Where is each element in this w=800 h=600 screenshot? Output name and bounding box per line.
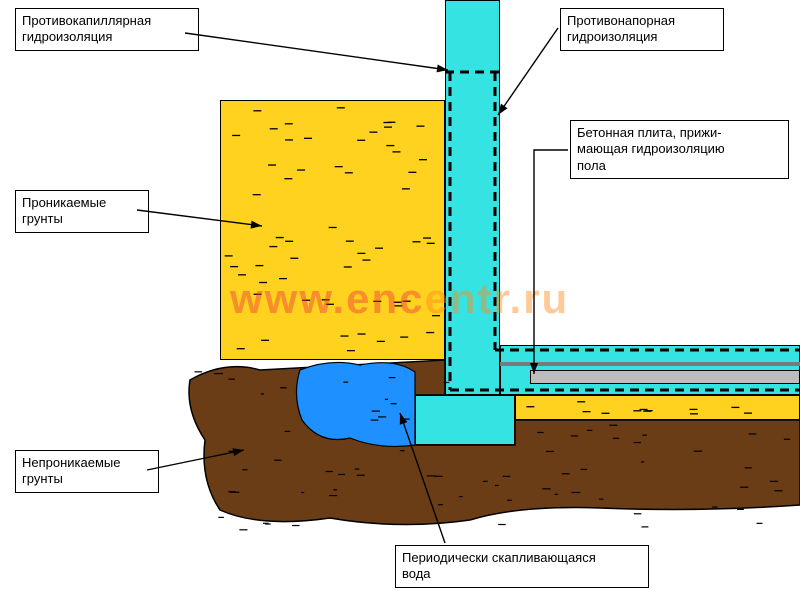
- foundation-wall: [445, 0, 500, 395]
- floor-surface-line: [500, 362, 800, 366]
- label-text: Периодически скапливающаяся вода: [402, 550, 596, 581]
- label-accumulating-water: Периодически скапливающаяся вода: [395, 545, 649, 588]
- label-permeable-soil: Проникаемые грунты: [15, 190, 149, 233]
- label-text: Непроникаемые грунты: [22, 455, 121, 486]
- watermark: www.encentr.ru: [230, 275, 569, 323]
- permeable-soil-right: [515, 395, 800, 420]
- label-anticapillary: Противокапиллярная гидроизоляция: [15, 8, 199, 51]
- label-text: Противонапорная гидроизоляция: [567, 13, 675, 44]
- label-antipressure: Противонапорная гидроизоляция: [560, 8, 724, 51]
- watermark-orange: entr.ru: [425, 275, 570, 322]
- label-text: Проникаемые грунты: [22, 195, 106, 226]
- footing: [415, 395, 515, 445]
- concrete-slab: [530, 370, 800, 384]
- watermark-red: www.enc: [230, 275, 425, 322]
- label-impermeable-soil: Непроникаемые грунты: [15, 450, 159, 493]
- label-text: Бетонная плита, прижи- мающая гидроизоля…: [577, 125, 725, 173]
- label-text: Противокапиллярная гидроизоляция: [22, 13, 151, 44]
- label-concrete-slab: Бетонная плита, прижи- мающая гидроизоля…: [570, 120, 789, 179]
